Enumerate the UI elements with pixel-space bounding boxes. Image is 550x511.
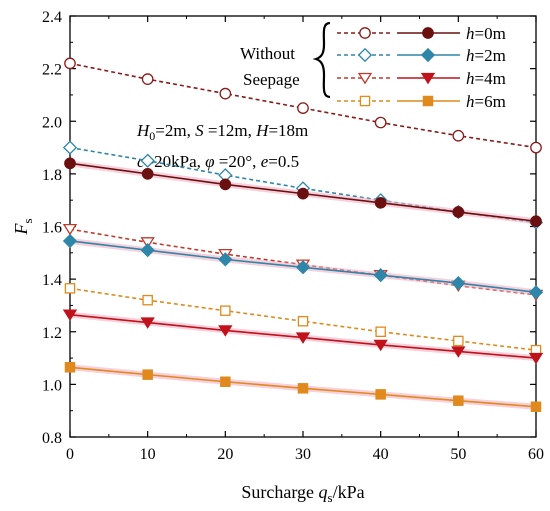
legend-marker <box>359 95 371 107</box>
legend: Without Seepage h=0m h=2m h=4m h=6m <box>240 21 506 111</box>
legend-brace-icon <box>312 21 331 99</box>
x-tick-label: 40 <box>373 446 389 463</box>
data-point <box>374 116 387 129</box>
legend-group-label-2: Seepage <box>243 70 300 89</box>
data-point <box>530 141 542 154</box>
data-point <box>297 102 309 114</box>
data-point <box>64 362 76 373</box>
y-tick-label: 1.6 <box>42 220 62 237</box>
data-point <box>219 87 232 100</box>
annotation-line-1: H0=2m, S =12m, H=18m <box>136 121 308 143</box>
legend-item-seepage: h=6m <box>397 92 506 111</box>
data-point <box>530 215 542 228</box>
data-point <box>218 325 233 337</box>
data-point <box>375 389 386 400</box>
legend-marker <box>420 47 436 63</box>
data-point <box>452 206 465 218</box>
legend-label: h=0m <box>466 24 506 43</box>
data-point <box>62 309 78 321</box>
legend-marker <box>422 95 434 107</box>
series-seepage-2m <box>62 233 544 300</box>
legend-item-without-seepage <box>337 47 393 63</box>
x-tick-label: 0 <box>66 446 74 463</box>
series-seepage-6m <box>64 362 542 412</box>
x-tick-label: 30 <box>295 446 311 463</box>
legend-label: h=2m <box>466 46 506 65</box>
data-point <box>530 401 542 412</box>
data-point <box>451 275 466 291</box>
data-point <box>62 140 78 155</box>
data-point <box>142 294 153 306</box>
data-point <box>528 352 544 365</box>
y-tick-label: 2.4 <box>42 9 62 26</box>
legend-item-without-seepage <box>337 27 393 39</box>
x-tick-label: 60 <box>528 446 544 463</box>
y-tick-label: 1.4 <box>42 272 62 289</box>
series-seepage-4m <box>62 309 544 365</box>
x-tick-label: 50 <box>450 446 466 463</box>
data-point <box>451 346 466 358</box>
y-tick-label: 1.2 <box>42 325 62 342</box>
data-point <box>297 383 309 394</box>
data-point <box>142 369 153 380</box>
data-point <box>220 305 231 316</box>
series-seepage-0m <box>64 157 542 228</box>
legend-marker <box>359 27 371 39</box>
data-point <box>64 283 76 294</box>
data-point <box>140 153 155 168</box>
data-point <box>218 252 233 267</box>
legend-marker <box>420 72 436 85</box>
y-tick-label: 1.0 <box>42 377 62 394</box>
data-point <box>297 315 309 327</box>
data-point <box>141 168 154 180</box>
data-point <box>373 268 388 283</box>
legend-item-without-seepage <box>337 95 393 107</box>
data-point <box>62 223 78 236</box>
legend-label: h=6m <box>466 92 506 111</box>
data-point <box>452 129 465 142</box>
data-point <box>141 73 154 86</box>
y-tick-label: 2.0 <box>42 114 62 131</box>
data-point <box>373 339 388 352</box>
x-tick-label: 20 <box>217 446 233 463</box>
annotations: H0=2m, S =12m, H=18m c=20kPa, φ =20°, e=… <box>136 121 308 171</box>
x-axis-label: Surcharge qs/kPa <box>241 482 364 505</box>
data-marks <box>62 57 544 412</box>
series-without-seepage-6m <box>64 283 542 356</box>
y-tick-label: 1.8 <box>42 167 62 184</box>
data-point <box>64 57 76 70</box>
data-point <box>220 376 231 387</box>
y-tick-label: 0.8 <box>42 430 62 447</box>
legend-item-seepage: h=4m <box>397 69 506 88</box>
annotation-line-2: c=20kPa, φ =20°, e=0.5 <box>137 152 299 171</box>
x-tick-label: 10 <box>140 446 156 463</box>
y-tick-label: 2.2 <box>42 62 62 79</box>
series-without-seepage-0m <box>64 57 542 154</box>
legend-marker <box>357 72 373 85</box>
data-point <box>140 237 155 249</box>
data-point <box>453 395 464 406</box>
data-point <box>62 233 78 249</box>
legend-item-seepage: h=0m <box>397 24 506 43</box>
data-point <box>297 187 309 200</box>
data-point <box>453 335 464 347</box>
data-point <box>140 243 155 258</box>
data-point <box>140 317 155 329</box>
legend-marker <box>357 47 373 63</box>
y-axis-label: Fs <box>11 218 35 235</box>
axes: 0 10 20 30 40 50 60 0.8 1.0 1.2 1.4 1.6 1.8 2.0 2.2 2.4… <box>11 9 544 505</box>
data-point <box>528 285 544 300</box>
legend-label: h=4m <box>466 69 506 88</box>
data-point <box>295 332 311 344</box>
data-point <box>374 196 387 209</box>
legend-item-without-seepage <box>337 72 393 85</box>
data-point <box>219 178 232 191</box>
legend-item-seepage: h=2m <box>397 46 506 65</box>
legend-marker <box>422 27 434 39</box>
legend-group-label-1: Without <box>240 44 295 63</box>
data-point <box>295 260 311 275</box>
data-point <box>64 157 76 170</box>
data-point <box>375 326 386 337</box>
